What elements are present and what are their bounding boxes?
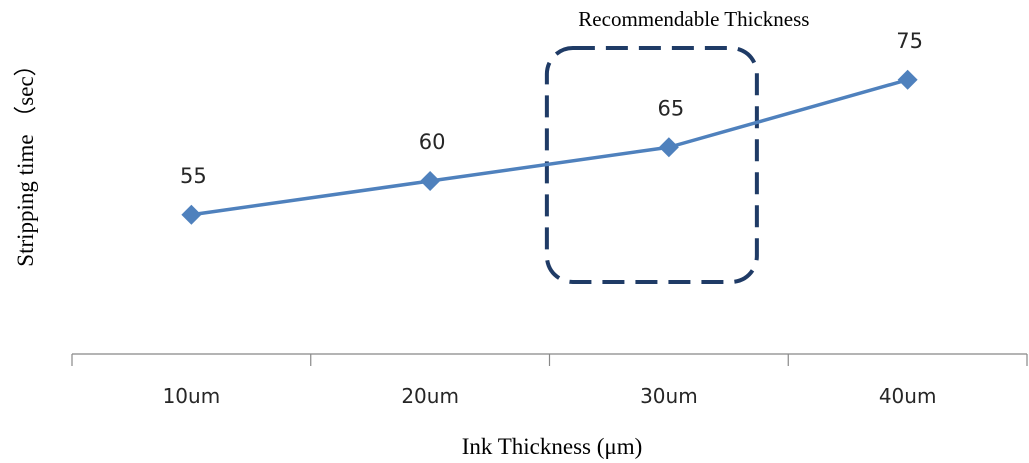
x-tick-label-30um: 30um xyxy=(640,384,698,408)
data-point-30um xyxy=(658,137,679,158)
data-labels: 55 60 65 75 xyxy=(180,29,923,188)
data-label-20um: 60 xyxy=(419,130,446,154)
data-point-10um xyxy=(181,204,202,225)
data-point-40um xyxy=(897,69,918,90)
x-tick-label-10um: 10um xyxy=(163,384,221,408)
series-line xyxy=(191,78,909,217)
data-label-40um: 75 xyxy=(896,29,923,53)
annotation-recommendable-thickness: Recommendable Thickness xyxy=(578,7,809,31)
x-tick-labels: 10um 20um 30um 40um xyxy=(163,384,937,408)
recommendable-thickness-box xyxy=(544,46,759,284)
x-tick-label-20um: 20um xyxy=(401,384,459,408)
x-tick-label-40um: 40um xyxy=(879,384,937,408)
data-markers xyxy=(181,69,918,225)
data-label-30um: 65 xyxy=(658,96,685,120)
data-label-10um: 55 xyxy=(180,164,207,188)
series xyxy=(191,78,909,217)
x-axis-ticks xyxy=(71,354,1028,366)
data-point-20um xyxy=(420,171,441,191)
x-axis-title: Ink Thickness (μm) xyxy=(462,434,643,459)
y-axis-title: Stripping time （sec） xyxy=(13,53,38,266)
